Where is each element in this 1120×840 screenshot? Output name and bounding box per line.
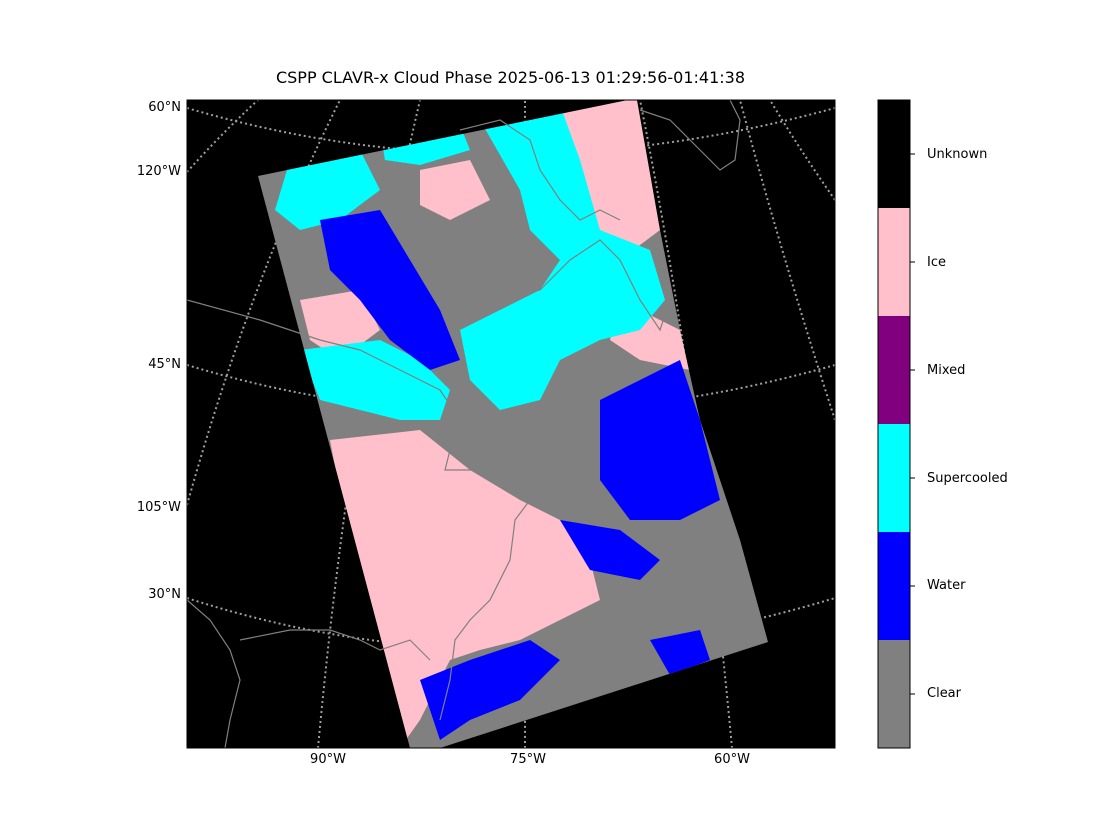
water-region-south [420,640,560,740]
map-title: CSPP CLAVR-x Cloud Phase 2025-06-13 01:2… [275,68,746,87]
map-frame [186,99,836,749]
ice-region-south [330,430,600,748]
lat-label-60n: 60°N [148,100,181,115]
colorbar-label-ice: Ice [927,255,946,270]
water-region-small [650,630,710,675]
lon-label-90w: 90°W [310,752,346,767]
water-region-northwest [320,210,460,370]
colorbar-segment-water [878,532,910,641]
water-region-southeast [560,520,660,580]
colorbar-label-water: Water [927,578,966,593]
colorbar-segment-supercooled [878,424,910,533]
lon-label-105w: 105°W [136,500,181,515]
lat-label-45n: 45°N [148,357,181,372]
supercooled-region-west [300,340,450,420]
lon-label-75w: 75°W [510,752,546,767]
water-region-east [600,360,720,520]
lon-label-120w: 120°W [136,164,181,179]
colorbar-label-unknown: Unknown [927,147,988,162]
ice-region-central [420,160,490,220]
supercooled-region-north [275,150,380,230]
colorbar [878,100,915,749]
supercooled-region-northeast [460,105,665,410]
lat-label-30n: 30°N [148,587,181,602]
colorbar-label-clear: Clear [927,686,961,701]
colorbar-segment-mixed [878,316,910,425]
colorbar-label-mixed: Mixed [927,363,966,378]
colorbar-frame [877,99,911,749]
colorbar-label-supercooled: Supercooled [927,471,1008,486]
cloud-phase-swath [258,100,768,748]
colorbar-segment-unknown [878,100,910,209]
colorbar-segment-ice [878,208,910,317]
colorbar-segment-clear [878,640,910,749]
lon-label-60w: 60°W [714,752,750,767]
coastlines [187,100,741,748]
